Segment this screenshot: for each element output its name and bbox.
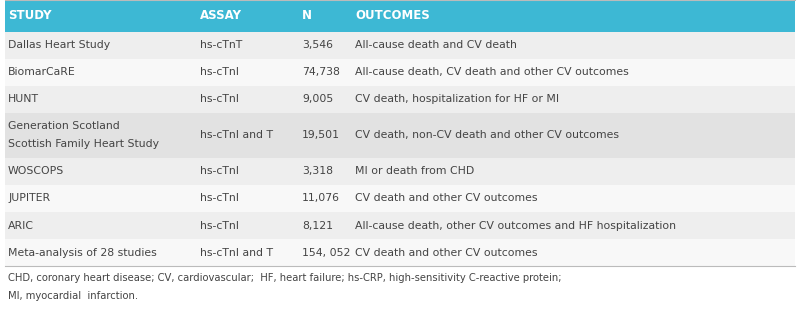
Text: hs-cTnI: hs-cTnI: [200, 193, 239, 204]
Bar: [5, 239, 795, 266]
Text: 19,501: 19,501: [302, 130, 340, 140]
Bar: [5, 0, 795, 31]
Text: hs-cTnI and T: hs-cTnI and T: [200, 130, 273, 140]
Text: 3,318: 3,318: [302, 166, 333, 176]
Text: ASSAY: ASSAY: [200, 9, 242, 22]
Bar: [5, 212, 795, 239]
Bar: [5, 31, 795, 59]
Text: 8,121: 8,121: [302, 220, 333, 231]
Text: All-cause death, other CV outcomes and HF hospitalization: All-cause death, other CV outcomes and H…: [355, 220, 676, 231]
Text: hs-cTnI: hs-cTnI: [200, 94, 239, 104]
Text: BiomarCaRE: BiomarCaRE: [8, 67, 76, 77]
Text: CHD, coronary heart disease; CV, cardiovascular;  HF, heart failure; hs-CRP, hig: CHD, coronary heart disease; CV, cardiov…: [8, 273, 562, 282]
Text: hs-cTnI and T: hs-cTnI and T: [200, 248, 273, 258]
Text: 154, 052: 154, 052: [302, 248, 350, 258]
Text: OUTCOMES: OUTCOMES: [355, 9, 430, 22]
Text: Generation Scotland: Generation Scotland: [8, 121, 120, 131]
Text: HUNT: HUNT: [8, 94, 39, 104]
Text: All-cause death, CV death and other CV outcomes: All-cause death, CV death and other CV o…: [355, 67, 629, 77]
Text: All-cause death and CV death: All-cause death and CV death: [355, 40, 517, 50]
Text: hs-cTnI: hs-cTnI: [200, 166, 239, 176]
Bar: [5, 113, 795, 158]
Text: Scottish Family Heart Study: Scottish Family Heart Study: [8, 139, 159, 149]
Text: hs-cTnI: hs-cTnI: [200, 67, 239, 77]
Text: 9,005: 9,005: [302, 94, 334, 104]
Text: 74,738: 74,738: [302, 67, 340, 77]
Text: N: N: [302, 9, 312, 22]
Bar: [5, 266, 795, 318]
Text: ARIC: ARIC: [8, 220, 34, 231]
Bar: [5, 158, 795, 185]
Bar: [5, 59, 795, 86]
Text: 3,546: 3,546: [302, 40, 333, 50]
Text: CV death, hospitalization for HF or MI: CV death, hospitalization for HF or MI: [355, 94, 559, 104]
Text: CV death and other CV outcomes: CV death and other CV outcomes: [355, 248, 538, 258]
Text: CV death, non-CV death and other CV outcomes: CV death, non-CV death and other CV outc…: [355, 130, 619, 140]
Text: MI or death from CHD: MI or death from CHD: [355, 166, 474, 176]
Text: Dallas Heart Study: Dallas Heart Study: [8, 40, 110, 50]
Text: 11,076: 11,076: [302, 193, 340, 204]
Text: WOSCOPS: WOSCOPS: [8, 166, 64, 176]
Bar: [5, 86, 795, 113]
Text: JUPITER: JUPITER: [8, 193, 50, 204]
Text: hs-cTnT: hs-cTnT: [200, 40, 242, 50]
Bar: [5, 185, 795, 212]
Text: Meta-analysis of 28 studies: Meta-analysis of 28 studies: [8, 248, 157, 258]
Text: STUDY: STUDY: [8, 9, 51, 22]
Text: CV death and other CV outcomes: CV death and other CV outcomes: [355, 193, 538, 204]
Text: hs-cTnI: hs-cTnI: [200, 220, 239, 231]
Text: MI, myocardial  infarction.: MI, myocardial infarction.: [8, 291, 138, 301]
